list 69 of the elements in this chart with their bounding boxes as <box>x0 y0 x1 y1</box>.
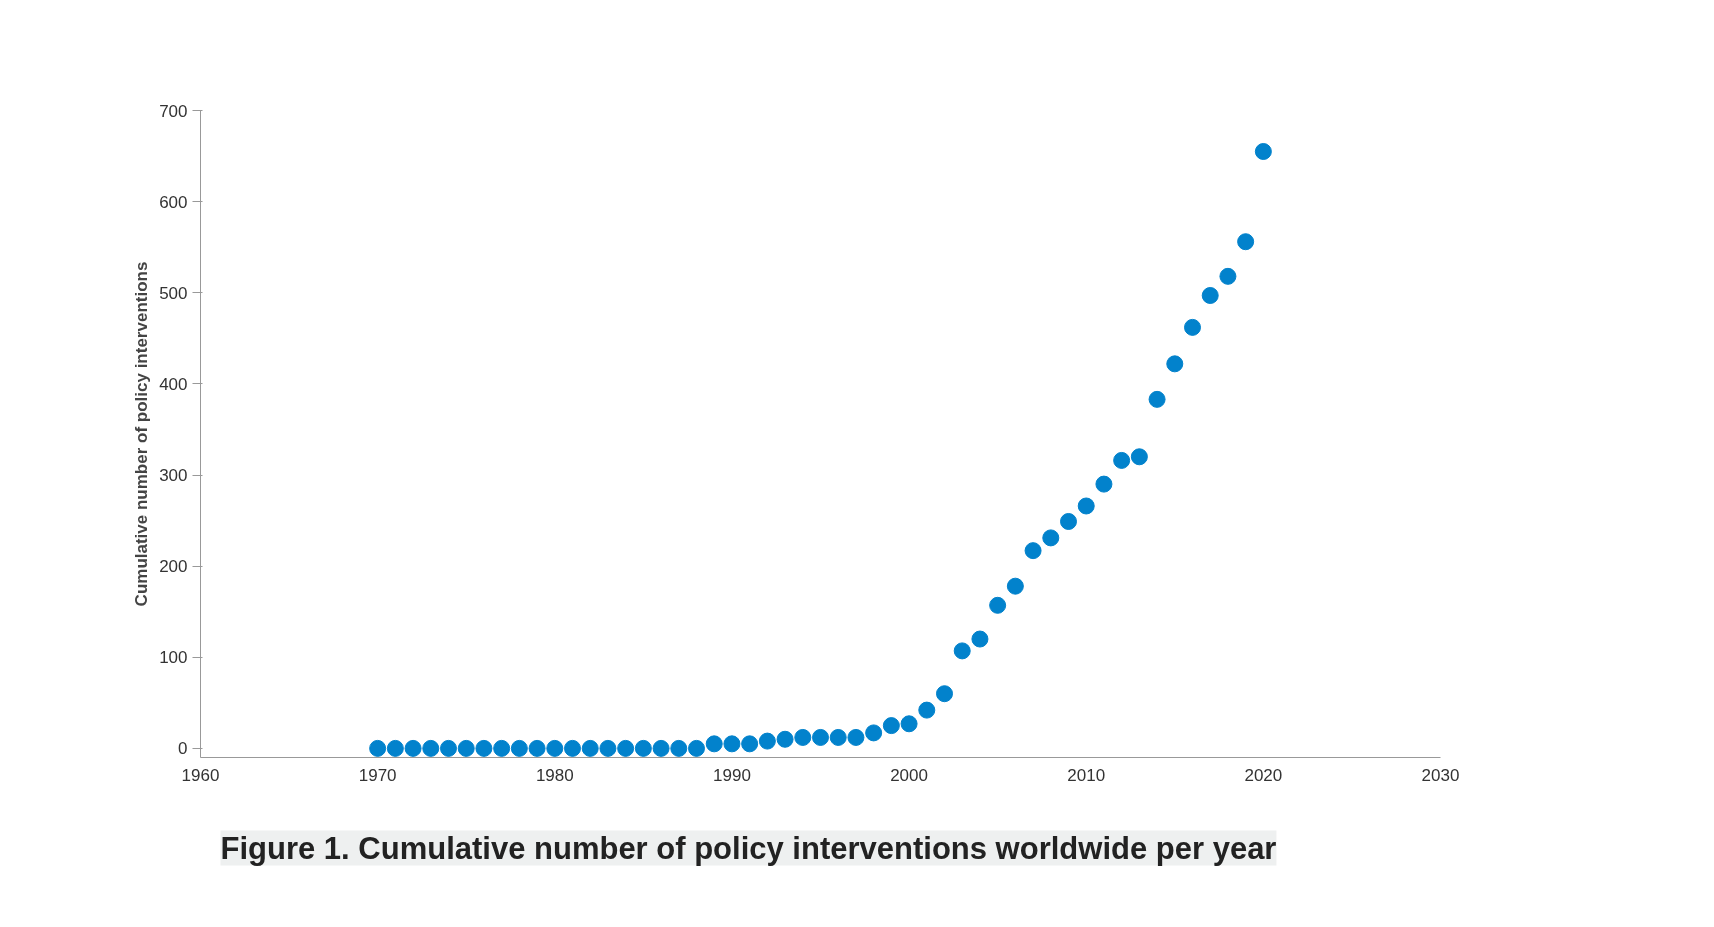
point <box>688 739 705 757</box>
point <box>1130 448 1148 466</box>
y-tick-label: 0 <box>178 739 188 759</box>
point <box>865 724 883 742</box>
point <box>1254 143 1272 160</box>
point <box>1237 233 1255 251</box>
point <box>776 730 794 748</box>
point <box>1113 451 1131 469</box>
point <box>422 739 440 757</box>
point <box>918 701 936 719</box>
point <box>1024 542 1042 560</box>
point <box>1077 497 1095 515</box>
y-tick-label: 200 <box>159 557 188 577</box>
point <box>510 739 528 757</box>
point <box>670 739 688 757</box>
point <box>829 728 847 746</box>
point <box>1042 529 1060 547</box>
point <box>794 728 812 746</box>
point <box>953 642 971 660</box>
x-tick-label: 1980 <box>535 765 574 785</box>
point <box>971 630 989 648</box>
point <box>1219 267 1237 285</box>
point <box>723 735 741 753</box>
y-tick-label: 400 <box>159 374 188 394</box>
point <box>457 739 475 757</box>
point <box>1201 287 1219 304</box>
x-tick-label: 2020 <box>1244 765 1283 785</box>
x-tick-label: 1960 <box>181 765 220 785</box>
point <box>599 739 617 757</box>
x-tick-label: 1990 <box>713 765 751 785</box>
point <box>1166 355 1184 373</box>
point <box>1060 513 1077 530</box>
x-tick-label: 2010 <box>1067 765 1106 785</box>
y-tick-label: 300 <box>159 466 188 486</box>
point <box>989 596 1007 614</box>
point <box>581 739 599 757</box>
point <box>1184 318 1201 336</box>
y-tick-label: 100 <box>159 648 188 668</box>
point <box>404 739 422 757</box>
x-tick-label: 2000 <box>890 765 928 785</box>
point <box>705 735 723 753</box>
point <box>741 735 759 753</box>
point <box>882 717 900 735</box>
point <box>1006 577 1024 595</box>
point <box>475 739 493 757</box>
point <box>1095 475 1113 493</box>
point <box>936 685 953 703</box>
point <box>812 728 829 746</box>
y-tick-label: 500 <box>159 283 188 303</box>
y-tick-label: 700 <box>159 101 188 121</box>
point <box>758 732 776 750</box>
point <box>900 715 918 733</box>
x-tick-label: 1970 <box>358 765 397 785</box>
point <box>493 739 511 757</box>
y-axis-title: Cumulative number of policy interventions <box>132 261 152 607</box>
point <box>386 739 404 757</box>
text: Figure 1. Cumulative number of policy interventions worldwide per year <box>220 830 1277 866</box>
point <box>564 739 581 757</box>
point <box>634 739 652 757</box>
point <box>1148 390 1166 408</box>
point <box>847 728 865 746</box>
x-tick-label: 2030 <box>1421 765 1460 785</box>
point <box>652 739 670 757</box>
point <box>369 739 387 757</box>
point <box>617 739 635 757</box>
point <box>528 739 546 757</box>
y-tick-label: 600 <box>159 192 188 212</box>
point <box>440 739 457 757</box>
point <box>546 739 564 757</box>
